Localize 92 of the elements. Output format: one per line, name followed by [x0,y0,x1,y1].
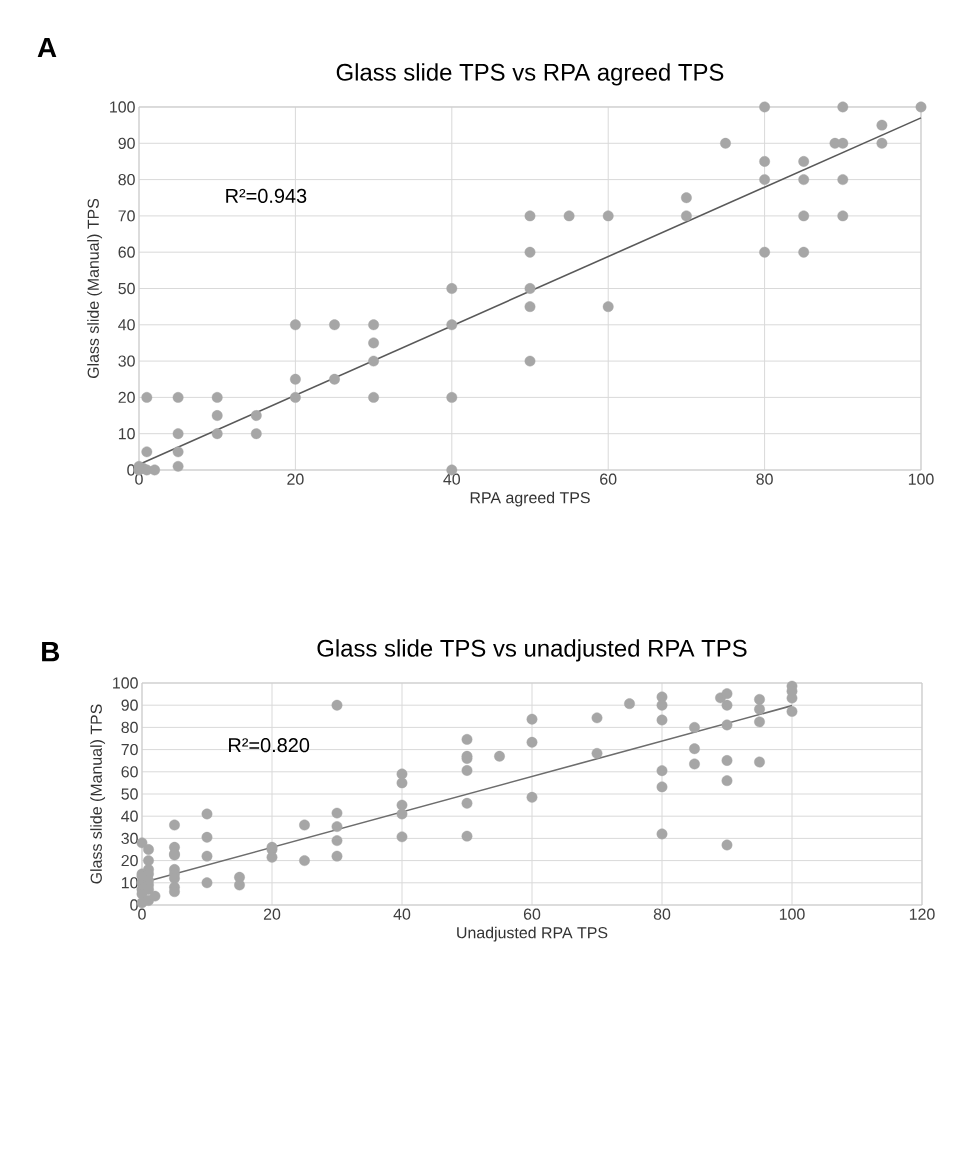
point [172,428,184,440]
point [524,301,536,313]
x-tick-label: 100 [908,473,934,485]
y-tick-label: 80 [121,721,138,734]
y-tick-label: 90 [118,137,135,149]
point [211,391,223,403]
point [524,283,536,294]
y-tick-label: 100 [113,677,138,689]
point [211,428,223,440]
text: A [37,37,57,58]
point [290,319,301,331]
point [602,301,614,313]
point [720,137,731,149]
y-tick-label: 40 [118,319,135,331]
point [759,246,770,258]
y-tick-label: 0 [130,899,138,911]
point [250,410,262,421]
point [329,373,340,385]
point [141,446,153,458]
y-tick-label: 70 [121,743,138,756]
point [211,410,223,421]
point [329,319,340,331]
point [876,137,888,149]
point [876,119,888,131]
point [681,210,692,222]
y-tick-label: 30 [121,832,138,845]
y-axis-title: Glass slide (Manual) TPS [90,704,106,884]
point [563,210,575,222]
y-axis-title: Glass slide (Manual) TPS [87,198,103,379]
point [172,460,184,472]
y-tick-label: 30 [118,355,135,367]
point [172,446,184,458]
point [524,210,536,222]
point [837,210,849,222]
y-tick-label: 100 [110,101,135,113]
chart-title: Glass slide TPS vs RPA agreed TPS [336,63,724,86]
point [759,174,770,185]
x-tick-label: 60 [523,908,541,920]
y-tick-label: 50 [121,788,138,800]
y-tick-label: 10 [118,428,135,440]
y-tick-label: 50 [118,282,135,295]
x-tick-label: 100 [779,908,805,920]
point [290,373,301,385]
point [798,246,810,258]
x-axis-title: Unadjusted RPA TPS [457,926,608,942]
point [368,355,379,367]
point [915,101,927,113]
point [602,210,614,222]
point [798,210,810,222]
point [837,174,849,185]
point [446,319,458,331]
y-tick-label: 20 [121,854,138,867]
x-tick-label: 0 [138,908,146,920]
y-tick-label: 60 [118,246,135,258]
x-tick-label: 60 [600,473,617,485]
point [798,156,810,167]
y-tick-label: 40 [121,810,138,822]
point [524,246,536,258]
x-tick-label: 80 [653,908,671,920]
x-tick-label: 20 [287,473,304,485]
annotation: R²=0.943 [226,188,307,203]
y-tick-label: 20 [118,391,135,404]
x-tick-label: 120 [909,908,935,920]
x-tick-label: 20 [263,908,281,920]
point [759,156,770,167]
y-tick-label: 80 [118,173,135,186]
y-tick-label: 10 [121,877,138,889]
point [837,101,849,113]
point [798,174,810,185]
point [368,391,379,403]
x-tick-label: 40 [443,473,461,485]
point [141,391,153,403]
y-tick-label: 90 [121,699,138,711]
y-tick-label: 70 [118,210,135,222]
point [524,355,536,367]
point [250,428,262,440]
text: B [42,642,60,662]
y-tick-label: 60 [121,766,138,778]
point [446,391,458,403]
x-tick-label: 40 [393,908,411,920]
point [172,391,184,403]
point [759,101,770,113]
chart-title: Glass slide TPS vs unadjusted RPA TPS [317,639,747,662]
annotation: R²=0.820 [229,738,310,753]
point [681,192,692,204]
point [149,464,161,476]
x-axis-title: RPA agreed TPS [470,491,590,507]
point [368,319,379,331]
x-tick-label: 80 [756,473,773,485]
point [446,283,458,294]
point [368,337,379,349]
point [290,391,301,403]
